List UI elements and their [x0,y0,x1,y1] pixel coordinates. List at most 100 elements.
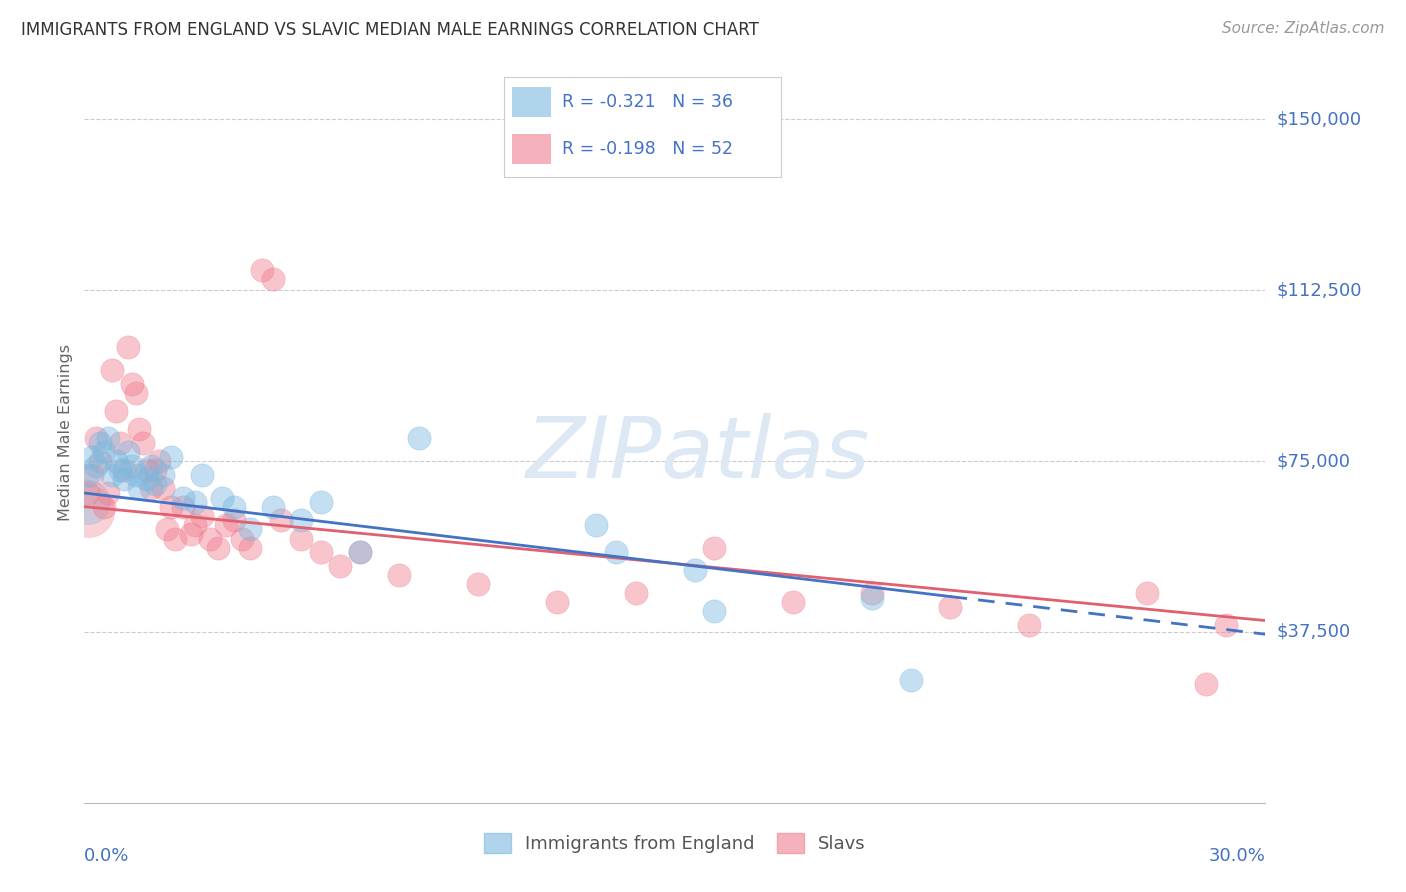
Point [136,463,159,477]
Point [939,599,962,614]
Point [349,545,371,559]
Point [782,595,804,609]
Point [183,517,205,532]
Point [250,262,273,277]
Point [82,467,104,482]
Text: ZIPatlas: ZIPatlas [526,413,870,496]
Point [408,431,430,445]
Point [143,476,166,491]
Point [290,532,312,546]
Point [290,513,312,527]
Point [329,558,352,573]
Text: $150,000: $150,000 [1277,111,1361,128]
Point [152,482,174,496]
Point [215,517,238,532]
Point [117,340,139,354]
Point [262,272,284,286]
Point [191,508,214,523]
Point [160,500,183,514]
Text: 0.0%: 0.0% [84,847,129,865]
Point [191,467,214,482]
Point [1136,586,1159,600]
Text: $37,500: $37,500 [1277,623,1351,641]
Point [124,467,146,482]
Text: IMMIGRANTS FROM ENGLAND VS SLAVIC MEDIAN MALE EARNINGS CORRELATION CHART: IMMIGRANTS FROM ENGLAND VS SLAVIC MEDIAN… [21,21,759,39]
Point [108,435,131,450]
Point [97,431,120,445]
Point [136,472,159,486]
Point [124,385,146,400]
Point [84,431,107,445]
Text: 30.0%: 30.0% [1209,847,1265,865]
Text: $75,000: $75,000 [1277,452,1351,470]
Legend: Immigrants from England, Slavs: Immigrants from England, Slavs [477,826,873,861]
Point [180,527,202,541]
Point [148,454,170,468]
Point [160,450,183,464]
Point [128,482,150,496]
Text: $112,500: $112,500 [1277,281,1362,299]
Point [262,500,284,514]
Point [121,458,143,473]
Point [222,500,245,514]
Point [117,445,139,459]
Point [1215,618,1237,632]
Point [172,500,194,514]
Point [860,586,883,600]
Point [163,532,186,546]
Point [121,376,143,391]
Point [108,463,131,477]
Point [152,467,174,482]
Point [683,564,706,578]
Point [467,577,489,591]
Point [101,467,124,482]
Point [89,454,111,468]
Point [222,513,245,527]
Y-axis label: Median Male Earnings: Median Male Earnings [58,344,73,521]
Point [309,545,332,559]
Point [200,532,222,546]
Point [77,467,100,482]
Point [239,523,262,537]
Point [703,604,725,618]
Point [900,673,922,687]
Point [101,363,124,377]
Text: Source: ZipAtlas.com: Source: ZipAtlas.com [1222,21,1385,37]
Point [104,404,127,418]
Point [97,486,120,500]
Point [128,422,150,436]
Point [77,504,100,518]
Point [112,472,135,486]
Point [546,595,568,609]
Point [93,500,115,514]
Point [703,541,725,555]
Point [270,513,292,527]
Point [93,445,115,459]
Point [349,545,371,559]
Point [77,486,100,500]
Point [605,545,627,559]
Point [143,463,166,477]
Point [77,495,100,509]
Point [211,491,233,505]
Point [624,586,647,600]
Point [309,495,332,509]
Point [1018,618,1040,632]
Point [231,532,253,546]
Point [585,517,607,532]
Point [89,435,111,450]
Point [104,454,127,468]
Point [132,435,155,450]
Point [141,458,163,473]
Point [172,491,194,505]
Point [860,591,883,605]
Point [112,463,135,477]
Point [239,541,262,555]
Point [156,523,179,537]
Point [1195,677,1218,691]
Point [388,568,411,582]
Point [141,482,163,496]
Point [183,495,205,509]
Point [84,458,107,473]
Point [207,541,229,555]
